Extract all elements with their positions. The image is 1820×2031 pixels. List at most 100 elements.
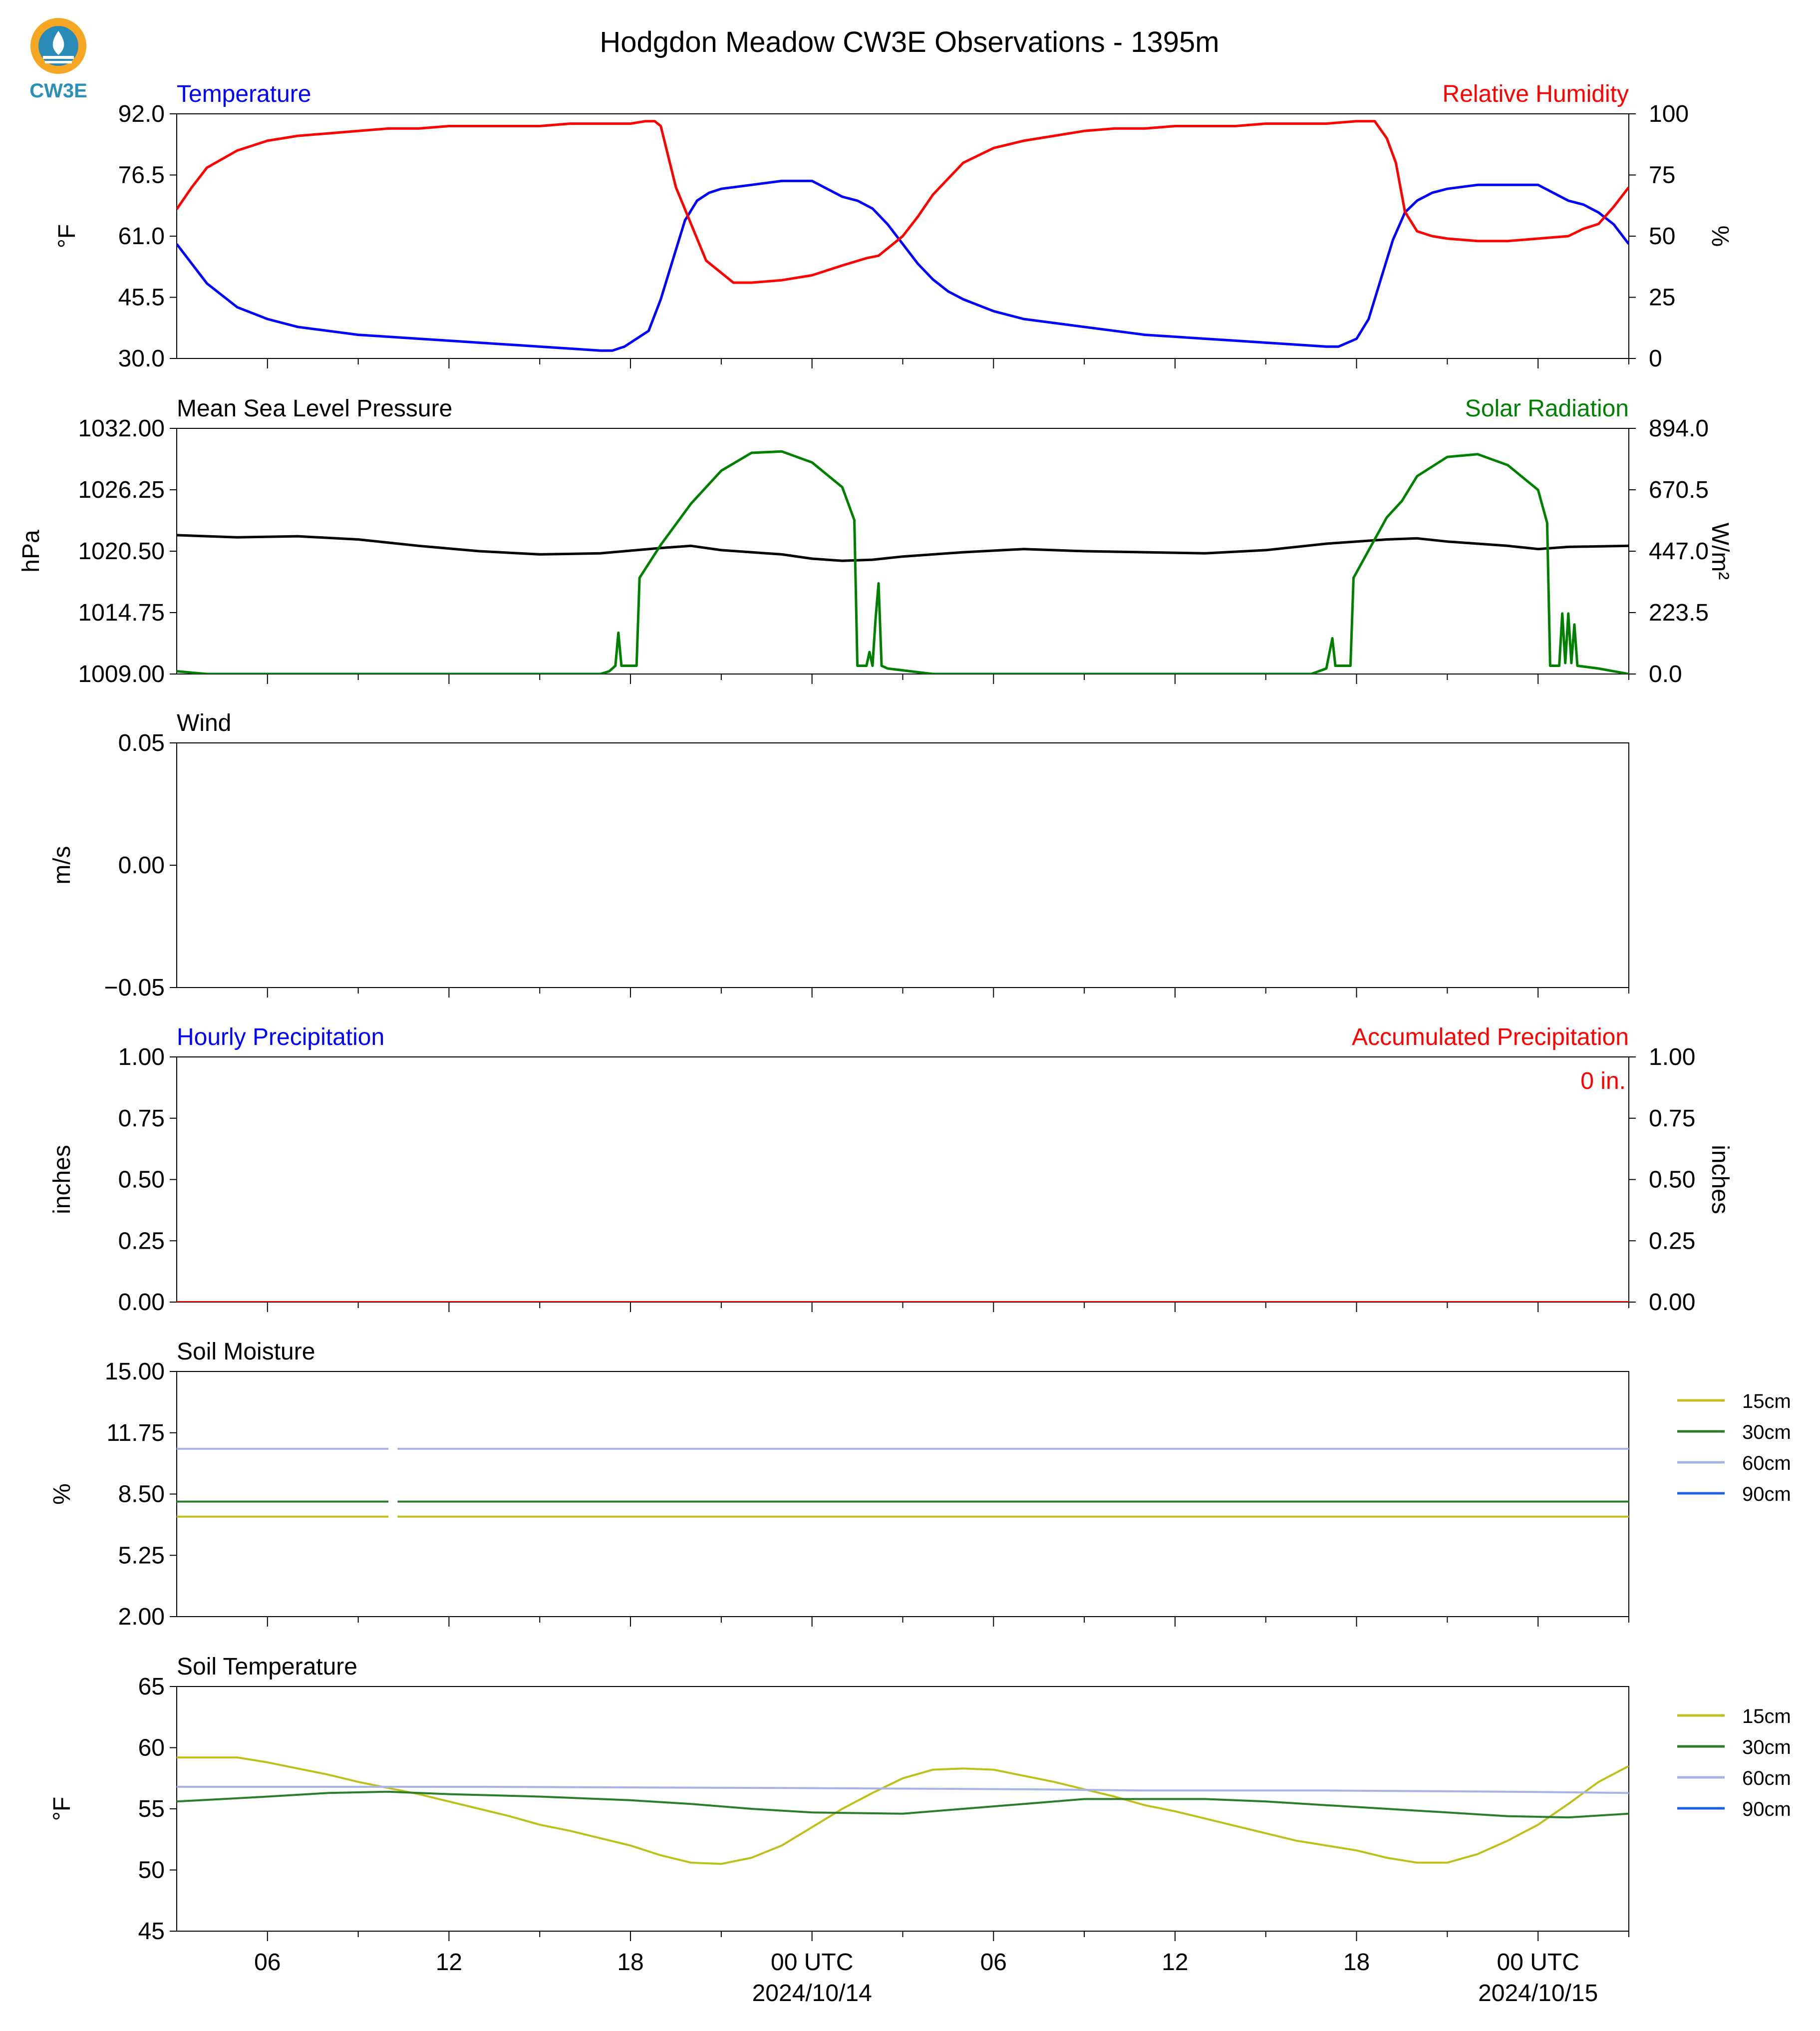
y-axis-label-right: % — [1707, 226, 1733, 247]
accumulated-annotation: 0 in. — [1580, 1068, 1626, 1094]
y-tick-label: 1009.00 — [78, 661, 165, 687]
panel-title-left: Mean Sea Level Pressure — [177, 395, 452, 422]
panel-title-right: Accumulated Precipitation — [1352, 1024, 1629, 1050]
panel-title-left: Wind — [177, 710, 231, 736]
legend-label: 15cm — [1742, 1705, 1791, 1727]
legend-label: 90cm — [1742, 1798, 1791, 1820]
page-title: Hodgdon Meadow CW3E Observations - 1395m — [600, 26, 1219, 58]
y-tick-label: 45.5 — [118, 285, 165, 311]
y-tick-label: 0.00 — [118, 1289, 165, 1316]
y-tick-label-right: 0.0 — [1649, 661, 1682, 687]
y-axis-label: inches — [49, 1145, 75, 1214]
series-line-30cm — [177, 1790, 1629, 1819]
y-tick-label-right: 0.25 — [1649, 1228, 1695, 1254]
cw3e-logo: CW3E — [29, 18, 87, 102]
y-tick-label: 8.50 — [118, 1481, 165, 1508]
series-line-solar-radiation — [177, 450, 1629, 674]
x-tick-label: 00 UTC — [771, 1949, 853, 1976]
x-tick-label: 18 — [1343, 1949, 1370, 1976]
y-axis-label: °F — [54, 224, 80, 249]
legend-label: 30cm — [1742, 1736, 1791, 1758]
panel-title-left: Soil Moisture — [177, 1339, 315, 1365]
y-tick-label-right: 25 — [1649, 285, 1675, 311]
y-tick-label: 0.50 — [118, 1167, 165, 1193]
x-tick-label: 06 — [980, 1949, 1007, 1976]
panel-title-left: Soil Temperature — [177, 1654, 357, 1680]
y-tick-label: 5.25 — [118, 1542, 165, 1569]
panel-title-right: Relative Humidity — [1443, 81, 1629, 107]
panel-pressure-solar: 1009.00 1014.75 1020.50 1026.25 1032.00 0.0 22… — [18, 395, 1733, 687]
y-tick-label: 1032.00 — [78, 415, 165, 442]
series-line-15cm — [177, 1756, 1629, 1865]
y-tick-label: 15.00 — [105, 1358, 165, 1385]
y-axis-label: hPa — [18, 530, 44, 573]
legend-label: 60cm — [1742, 1767, 1791, 1789]
y-tick-label: 1.00 — [118, 1044, 165, 1070]
y-tick-label: 1020.50 — [78, 538, 165, 565]
y-tick-label: 0.75 — [118, 1105, 165, 1132]
y-tick-label: 50 — [138, 1857, 165, 1884]
y-axis-label-right: inches — [1707, 1145, 1733, 1214]
legend-label: 90cm — [1742, 1483, 1791, 1505]
legend-label: 15cm — [1742, 1390, 1791, 1412]
x-tick-label: 12 — [436, 1949, 462, 1976]
panel-title-left: Hourly Precipitation — [177, 1024, 384, 1050]
y-tick-label: 30.0 — [118, 345, 165, 372]
y-tick-label: 55 — [138, 1796, 165, 1822]
y-tick-label-right: 447.0 — [1649, 538, 1709, 565]
series-line-60cm — [177, 1785, 1629, 1794]
panel-temperature-humidity: 30.0 45.5 61.0 76.5 92.0 0 25 50 75 100 Temperatur… — [54, 81, 1733, 372]
y-tick-label-right: 894.0 — [1649, 415, 1709, 442]
x-date-label: 2024/10/14 — [752, 1980, 872, 2007]
y-tick-label: 1014.75 — [78, 600, 165, 626]
plot-frame — [176, 1056, 1629, 1303]
logo-text: CW3E — [29, 80, 87, 102]
y-tick-label: 0.00 — [118, 852, 165, 879]
y-tick-label: 76.5 — [118, 162, 165, 189]
logo-drop-icon — [52, 31, 64, 55]
y-tick-label-right: 670.5 — [1649, 477, 1709, 503]
logo-wave-1 — [43, 56, 74, 59]
y-tick-label-right: 50 — [1649, 223, 1675, 250]
panel-soil-temperature: 45 50 55 60 65 Soil Temperature °F 15cm 30cm 60cm… — [49, 1654, 1791, 2007]
series-line-relative-humidity — [177, 120, 1629, 284]
y-axis-label-right: W/m² — [1707, 523, 1733, 580]
y-tick-label: 0.05 — [118, 730, 165, 756]
y-tick-label-right: 1.00 — [1649, 1044, 1695, 1070]
x-tick-label: 12 — [1162, 1949, 1188, 1976]
logo-wave-2 — [45, 61, 72, 63]
y-tick-label-right: 0.50 — [1649, 1167, 1695, 1193]
legend-label: 60cm — [1742, 1452, 1791, 1474]
x-tick-label: 18 — [617, 1949, 643, 1976]
plots: 30.0 45.5 61.0 76.5 92.0 0 25 50 75 100 Temperatur… — [18, 81, 1791, 2007]
y-tick-label-right: 75 — [1649, 162, 1675, 189]
plot-frame — [176, 1371, 1629, 1617]
y-tick-label: −0.05 — [104, 975, 165, 1001]
panel-title-right: Solar Radiation — [1465, 395, 1629, 422]
y-tick-label-right: 0.75 — [1649, 1105, 1695, 1132]
y-tick-label: 0.25 — [118, 1228, 165, 1254]
panel-soil-moisture: 2.00 5.25 8.50 11.75 15.00 Soil Moisture% 15cm… — [49, 1339, 1791, 1630]
y-tick-label: 60 — [138, 1735, 165, 1761]
y-axis-label: % — [49, 1483, 75, 1505]
y-axis-label: °F — [49, 1797, 75, 1821]
y-tick-label: 65 — [138, 1674, 165, 1700]
panel-title-left: Temperature — [177, 81, 311, 107]
y-tick-label-right: 223.5 — [1649, 600, 1709, 626]
y-tick-label-right: 100 — [1649, 101, 1689, 127]
y-tick-label: 92.0 — [118, 101, 165, 127]
y-tick-label-right: 0.00 — [1649, 1289, 1695, 1316]
x-tick-label: 00 UTC — [1497, 1949, 1579, 1976]
panel-wind: −0.05 0.00 0.05 Wind m/s — [49, 710, 1629, 1001]
plot-frame — [176, 1686, 1629, 1932]
panel-precipitation: 0.00 0.25 0.50 0.75 1.00 0.00 0.25 0.50 0.75 1.00… — [49, 1024, 1733, 1316]
y-axis-label: m/s — [49, 846, 75, 884]
series-line-temperature — [177, 179, 1629, 352]
y-tick-label: 1026.25 — [78, 477, 165, 503]
plot-frame — [176, 428, 1629, 675]
y-tick-label: 2.00 — [118, 1604, 165, 1630]
legend-label: 30cm — [1742, 1421, 1791, 1443]
x-date-label: 2024/10/15 — [1478, 1980, 1598, 2007]
